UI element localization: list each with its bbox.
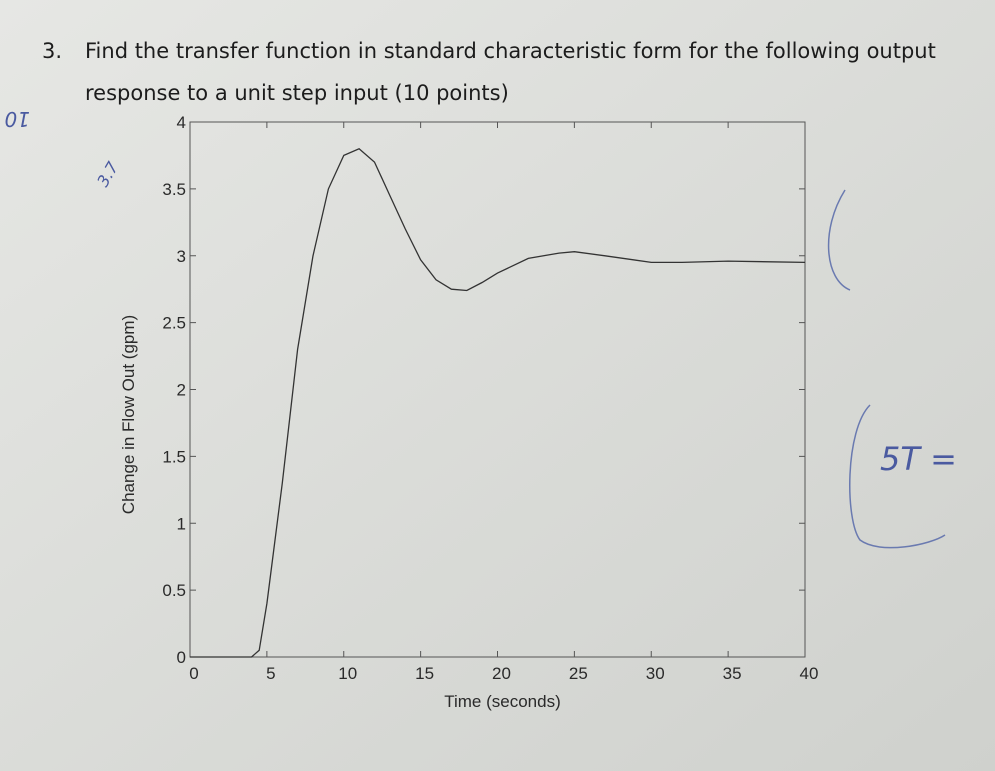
question-text: response to a unit step input (10 points…: [85, 81, 509, 105]
x-axis-label: Time (seconds): [444, 692, 561, 711]
handwritten-note: 10: [5, 107, 30, 131]
x-tick-label: 35: [723, 664, 742, 683]
handwritten-scribble: [827, 189, 851, 291]
y-axis-label: Change in Flow Out (gpm): [119, 315, 138, 514]
x-tick-label: 40: [800, 664, 819, 683]
y-tick-label: 4: [177, 113, 186, 132]
question-number: 3.: [42, 39, 62, 63]
x-tick-label: 30: [646, 664, 665, 683]
handwritten-scribble: [849, 404, 946, 549]
y-tick-label: 1.5: [162, 447, 186, 466]
y-tick-label: 0: [177, 648, 186, 667]
question-text: Find the transfer function in standard c…: [85, 39, 936, 63]
y-tick-label: 1: [177, 514, 186, 533]
handwritten-note: 5T =: [880, 440, 957, 478]
x-tick-label: 15: [415, 664, 434, 683]
line-series: [190, 148, 806, 658]
y-tick-label: 3.5: [162, 180, 186, 199]
y-tick-label: 2.5: [162, 314, 186, 333]
x-tick-label: 25: [569, 664, 588, 683]
y-tick-label: 3: [177, 247, 186, 266]
y-tick-label: 2: [177, 381, 186, 400]
x-tick-label: 20: [492, 664, 511, 683]
x-tick-label: 0: [189, 664, 198, 683]
y-tick-label: 0.5: [162, 581, 186, 600]
x-tick-label: 5: [266, 664, 275, 683]
x-tick-label: 10: [338, 664, 357, 683]
